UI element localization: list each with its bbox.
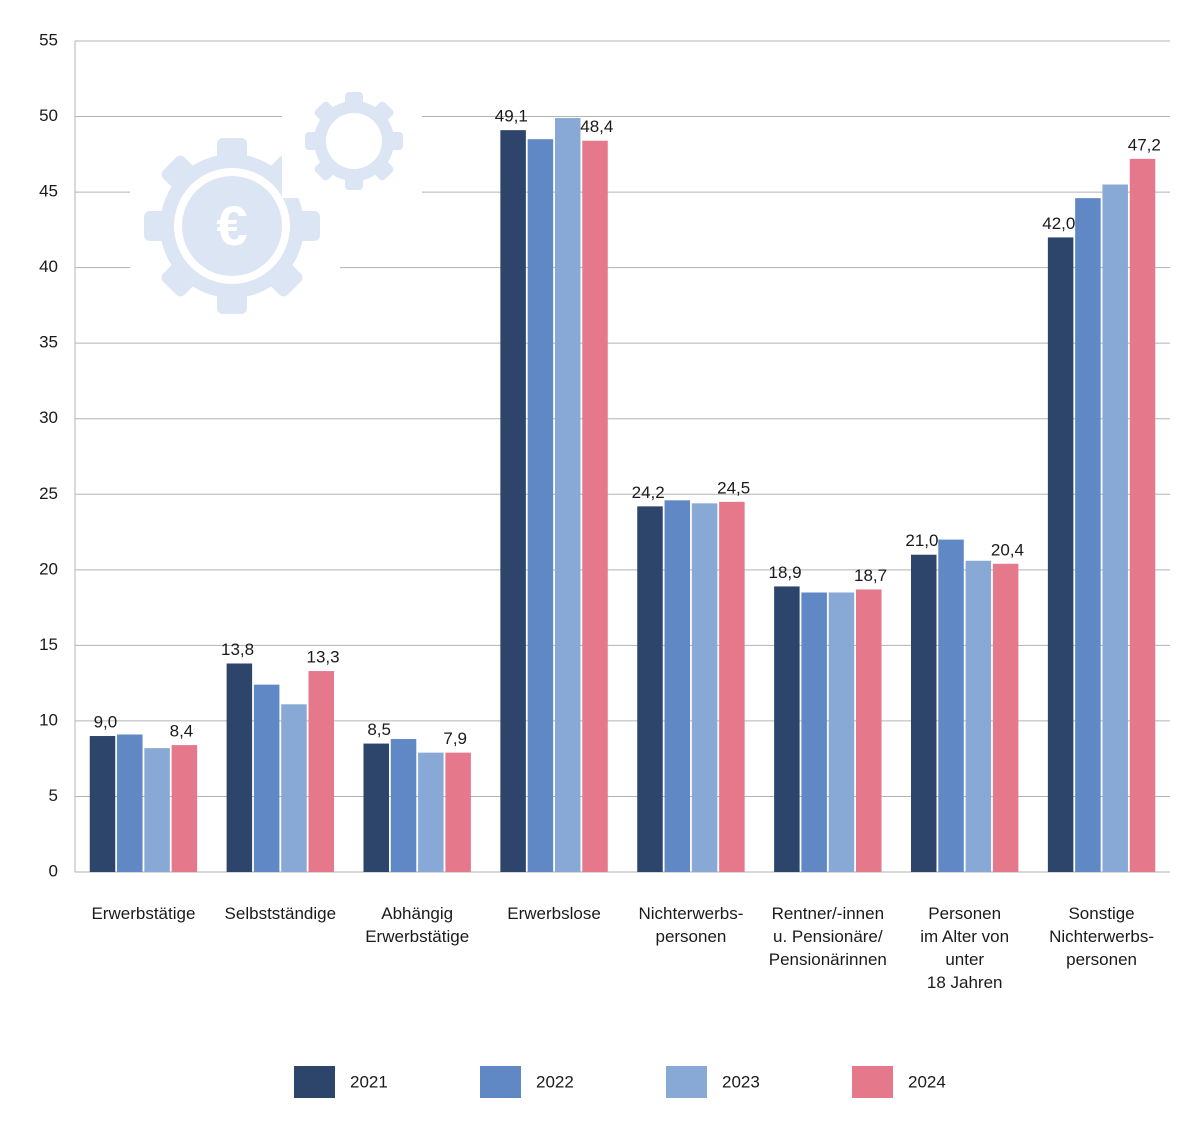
svg-text:€: € — [216, 194, 247, 257]
x-tick-label: Sonstige Nichterwerbs- personen — [1049, 904, 1154, 969]
bar — [89, 736, 116, 872]
x-tick-label: Erwerbstätige — [91, 904, 196, 923]
value-label: 18,7 — [854, 566, 887, 585]
legend-label: 2024 — [908, 1072, 946, 1091]
value-label: 47,2 — [1128, 135, 1161, 154]
gear-decoration: € — [130, 88, 422, 320]
y-tick-label: 40 — [39, 257, 58, 276]
value-label: 18,9 — [769, 563, 802, 582]
bar — [664, 500, 691, 872]
legend-swatch — [852, 1066, 893, 1098]
legend-swatch — [666, 1066, 707, 1098]
x-tick-label: Nichterwerbs- personen — [638, 904, 744, 946]
y-tick-label: 50 — [39, 106, 58, 125]
bar — [801, 592, 827, 872]
y-tick-label: 15 — [39, 635, 58, 654]
y-tick-label: 10 — [39, 710, 58, 729]
bar — [117, 734, 143, 872]
bar — [253, 684, 280, 872]
value-label: 8,5 — [367, 720, 391, 739]
bar — [582, 140, 608, 873]
x-tick-label: Rentner/-innen u. Pensionäre/ Pensionäri… — [768, 904, 887, 969]
y-tick-label: 35 — [39, 333, 58, 352]
bar — [856, 589, 882, 872]
bar — [637, 506, 663, 872]
value-label: 20,4 — [991, 540, 1024, 559]
value-label: 7,9 — [443, 729, 467, 748]
bar — [445, 752, 471, 872]
y-tick-label: 45 — [39, 182, 58, 201]
y-tick-label: 30 — [39, 408, 58, 427]
x-tick-label: Erwerbslose — [507, 904, 601, 923]
value-label: 21,0 — [905, 531, 938, 550]
bar — [1075, 198, 1101, 873]
bar — [500, 130, 526, 873]
value-label: 48,4 — [580, 117, 613, 136]
x-tick-label: Abhängig Erwerbstätige — [365, 904, 470, 946]
y-tick-label: 20 — [39, 559, 58, 578]
bar — [965, 560, 992, 872]
value-label: 42,0 — [1042, 214, 1075, 233]
bar — [363, 743, 389, 872]
legend-label: 2023 — [722, 1072, 760, 1091]
y-tick-label: 5 — [49, 786, 58, 805]
value-label: 8,4 — [170, 722, 194, 741]
y-tick-label: 55 — [39, 30, 58, 49]
bar — [308, 671, 335, 872]
bar — [691, 503, 718, 872]
bar — [226, 663, 253, 872]
bar — [418, 752, 444, 872]
bar — [938, 539, 964, 872]
legend-swatch — [294, 1066, 335, 1098]
value-label: 49,1 — [495, 107, 528, 126]
bar — [1047, 237, 1074, 872]
x-tick-label: Selbstständige — [224, 904, 337, 923]
bar — [171, 745, 198, 872]
x-tick-label: Personen im Alter von unter 18 Jahren — [920, 904, 1010, 992]
bar — [910, 554, 937, 872]
legend-swatch — [480, 1066, 521, 1098]
legend-label: 2021 — [350, 1072, 388, 1091]
value-label: 9,0 — [94, 713, 118, 732]
bar — [774, 586, 800, 872]
bar — [390, 739, 417, 872]
bar — [527, 139, 554, 872]
value-label: 24,2 — [632, 483, 665, 502]
y-tick-label: 0 — [49, 861, 58, 880]
value-label: 13,8 — [221, 640, 254, 659]
bar — [554, 118, 581, 872]
bar — [828, 592, 855, 872]
bar — [992, 563, 1019, 872]
bar — [719, 501, 745, 872]
value-label: 24,5 — [717, 478, 750, 497]
bar — [1129, 158, 1156, 873]
value-label: 13,3 — [307, 648, 340, 667]
y-tick-label: 25 — [39, 484, 58, 503]
bar — [1102, 184, 1128, 872]
legend-label: 2022 — [536, 1072, 574, 1091]
bar — [144, 748, 170, 872]
bar — [281, 704, 307, 872]
